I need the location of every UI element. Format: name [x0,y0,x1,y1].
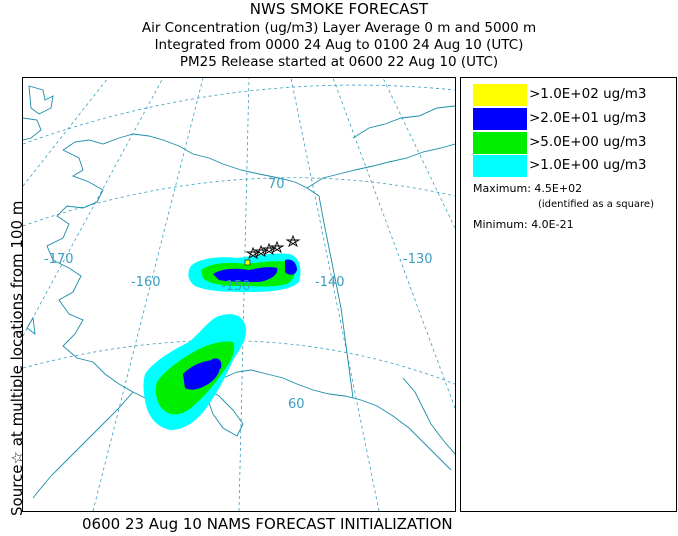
latitude-label-70: 70 [268,177,285,192]
coastline-arctic [62,133,308,189]
legend-label-level-1: >1.0E+00 ug/m3 [529,157,647,173]
source-star-4 [269,240,285,254]
legend-swatch-blue [473,108,527,130]
longitude-line-140 [290,78,380,511]
coastline-kodiak [202,384,244,437]
source-star-2 [253,244,269,258]
title-line-4: PM25 Release started at 0600 22 Aug 10 (… [179,54,499,70]
maximum-note: (identified as a square) [538,199,654,210]
latitude-line-80 [23,84,455,145]
forecast-initialization-footer: 0600 23 Aug 10 NAMS FORECAST INITIALIZAT… [82,515,453,533]
concentration-legend: >1.0E+02 ug/m3 >2.0E+01 ug/m3 >5.0E+00 u… [460,77,677,512]
latitude-label-60: 60 [288,397,305,412]
longitude-line-130 [332,78,455,409]
latitude-lines [23,84,455,385]
plume-interior [188,253,301,292]
source-star-5 [285,234,301,248]
longitude-label-150: -150 [221,279,251,294]
source-markers [245,234,301,260]
longitude-lines [23,78,455,511]
longitude-line-160 [92,78,204,511]
coastline-chukotka [28,85,54,115]
coastline [23,85,455,499]
legend-swatch-green [473,132,527,154]
source-star-1 [245,246,261,260]
plume-interior-east-core [285,259,297,275]
island-st-lawrence [26,316,36,335]
legend-item-level-2: >5.0E+00 ug/m3 [473,132,673,154]
legend-swatch-cyan [473,155,527,177]
maximum-label: Maximum: [473,182,531,195]
longitude-line-120 [382,78,455,229]
plume-south-core [211,358,222,371]
title-line-1: NWS SMOKE FORECAST [249,0,429,18]
legend-swatch-yellow [473,84,527,106]
longitude-line-180 [23,78,109,187]
title-line-3: Integrated from 0000 24 Aug to 0100 24 A… [154,37,524,53]
coastline-arctic-islands [352,105,455,139]
legend-label-level-4: >1.0E+02 ug/m3 [529,86,647,102]
legend-item-level-4: >1.0E+02 ug/m3 [473,84,673,106]
plume-interior-level-3 [213,267,278,282]
graticule-labels: -170 -160 -150 -140 -130 70 60 [44,177,433,412]
legend-label-level-3: >2.0E+01 ug/m3 [529,110,647,126]
longitude-label-170: -170 [44,252,74,267]
longitude-line-150 [238,78,250,511]
coastline-alaska-peninsula [32,391,134,499]
coastline-southeast [402,377,455,455]
legend-item-level-3: >2.0E+01 ug/m3 [473,108,673,130]
maximum-square [244,259,251,266]
coastline-west-south [46,149,452,471]
legend-minimum: Minimum: 4.0E-21 [473,218,574,231]
title-line-2: Air Concentration (ug/m3) Layer Average … [141,20,537,36]
legend-item-level-1: >1.0E+00 ug/m3 [473,155,673,177]
coastline-chukotka-south [23,117,42,141]
source-star-3 [261,242,277,256]
minimum-label: Minimum: [473,218,528,231]
longitude-label-130: -130 [403,252,433,267]
longitude-label-140: -140 [315,275,345,290]
map-canvas: -170 -160 -150 -140 -130 70 60 [23,78,455,511]
border-alaska-canada [306,187,354,399]
latitude-line-70 [23,177,455,227]
minimum-value: 4.0E-21 [531,218,574,231]
smoke-forecast-map: -170 -160 -150 -140 -130 70 60 [22,77,456,512]
longitude-label-160: -160 [131,275,161,290]
plume-south [143,314,247,430]
plume-south-level-3 [183,360,220,390]
maximum-value: 4.5E+02 [534,182,583,195]
legend-maximum: Maximum: 4.5E+02 [473,182,582,195]
longitude-line-170 [23,78,164,337]
coastline-canada-arctic [306,143,455,189]
legend-label-level-2: >5.0E+00 ug/m3 [529,134,647,150]
